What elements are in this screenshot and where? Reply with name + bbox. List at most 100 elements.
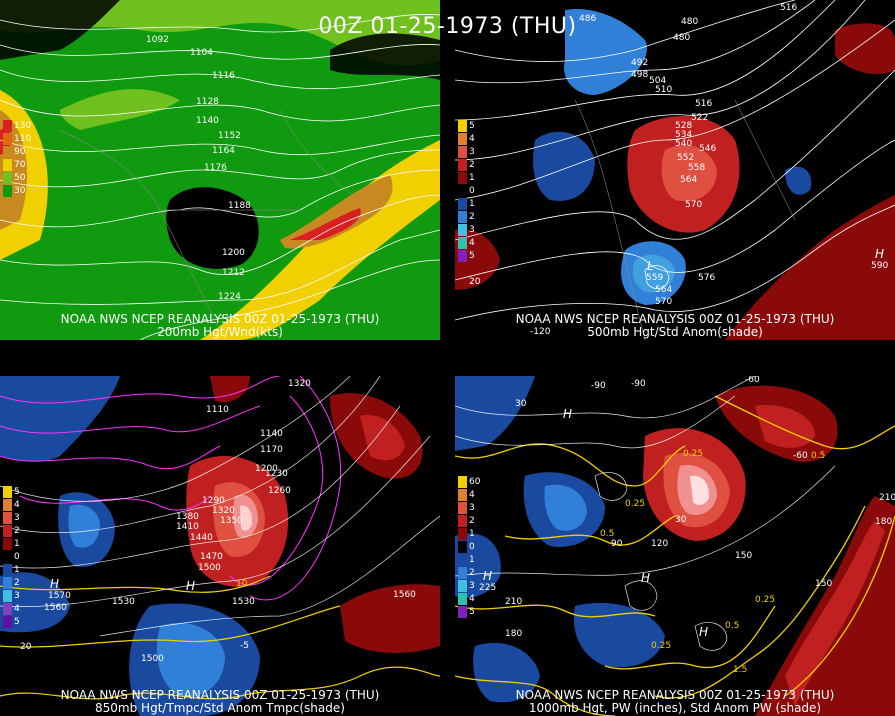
high-pressure-marker: H — [483, 569, 492, 583]
legend-entry: 2 — [458, 206, 492, 223]
legend-swatch — [458, 566, 467, 579]
legend-swatch — [458, 171, 467, 184]
legend-swatch — [458, 145, 467, 158]
contour-label: 1410 — [176, 522, 199, 532]
legend-1000mb: 60 4 3 2 1 0 1 2 3 4 5 — [458, 471, 492, 618]
legend-label: 1 — [469, 172, 475, 183]
legend-label: 3 — [469, 146, 475, 157]
legend-swatch — [3, 589, 12, 602]
pw-label: 0.25 — [683, 449, 703, 459]
legend-entry: 0 — [458, 180, 492, 197]
legend-label: 2 — [14, 525, 20, 536]
legend-label: 4 — [14, 603, 20, 614]
legend-label: 0 — [14, 551, 20, 562]
legend-entry: 5 — [3, 611, 37, 628]
legend-swatch — [458, 488, 467, 501]
legend-label: 4 — [469, 133, 475, 144]
legend-label: 3 — [469, 580, 475, 591]
contour-label: 564 — [655, 285, 672, 295]
legend-entry: 3 — [3, 585, 37, 602]
contour-label: 1140 — [260, 429, 283, 439]
map-850mb: 1110 1140 1170 1200 1230 1260 1290 1320 … — [0, 376, 440, 716]
legend-label: 50 — [14, 172, 26, 183]
legend-label: 110 — [14, 133, 32, 144]
pw-label: 0.5 — [725, 621, 739, 631]
legend-label: 2 — [469, 211, 475, 222]
legend-label: 1 — [14, 564, 20, 575]
legend-label: 0 — [469, 541, 475, 552]
legend-swatch — [458, 223, 467, 236]
legend-label: 4 — [469, 489, 475, 500]
panel-caption-source: NOAA NWS NCEP REANALYSIS 00Z 01-25-1973 … — [60, 312, 380, 326]
contour-label: 510 — [655, 85, 672, 95]
map-500mb: 486 480 480 492 498 504 510 516 522 528 … — [455, 0, 895, 340]
legend-swatch — [458, 132, 467, 145]
legend-label: 5 — [469, 250, 475, 261]
temperature-label: 10 — [236, 579, 248, 589]
legend-entry: 1 — [458, 549, 492, 566]
contour-label: 90 — [611, 539, 623, 549]
legend-entry: 4 — [3, 598, 37, 615]
contour-label: 1560 — [393, 590, 416, 600]
temperature-label: -5 — [240, 641, 249, 651]
legend-label: 30 — [14, 185, 26, 196]
legend-swatch — [3, 537, 12, 550]
contour-label: 522 — [691, 113, 708, 123]
legend-swatch — [3, 524, 12, 537]
low-pressure-marker: L — [647, 259, 654, 273]
contour-label: 1200 — [255, 464, 278, 474]
high-pressure-marker: H — [186, 579, 195, 593]
legend-swatch — [3, 615, 12, 628]
contour-label: 1188 — [228, 201, 251, 211]
map-title: 00Z 01-25-1973 (THU) — [318, 14, 577, 39]
panel-caption-field: 1000mb Hgt, PW (inches), Std Anom PW (sh… — [528, 701, 822, 715]
legend-entry: 5 — [458, 245, 492, 262]
legend-swatch — [458, 579, 467, 592]
contour-label: 492 — [631, 58, 648, 68]
legend-swatch — [3, 498, 12, 511]
contour-label: -60 — [793, 451, 808, 461]
contour-label: 180 — [505, 629, 522, 639]
legend-label: 70 — [14, 159, 26, 170]
legend-label: 2 — [469, 159, 475, 170]
contour-label: 1570 — [48, 591, 71, 601]
contour-label: 1140 — [196, 116, 219, 126]
legend-swatch — [458, 501, 467, 514]
legend-entry: 5 — [3, 481, 37, 498]
contour-label: 210 — [505, 597, 522, 607]
legend-swatch — [3, 171, 12, 184]
contour-label: 1200 — [222, 248, 245, 258]
legend-entry: 1 — [458, 193, 492, 210]
legend-entry: 110 — [3, 128, 37, 145]
contour-label: 480 — [673, 33, 690, 43]
contour-label: 570 — [685, 200, 702, 210]
legend-entry: 5 — [458, 115, 492, 132]
legend-label: 3 — [469, 224, 475, 235]
legend-500mb: 5 4 3 2 1 0 1 2 3 4 5 — [458, 115, 492, 262]
contour-label: 570 — [655, 297, 672, 307]
contour-label: 1530 — [232, 597, 255, 607]
legend-swatch — [458, 592, 467, 605]
legend-entry: 1 — [3, 533, 37, 550]
legend-label: 2 — [469, 567, 475, 578]
legend-label: 2 — [469, 515, 475, 526]
contour-label: -60 — [745, 376, 760, 385]
legend-label: 3 — [14, 590, 20, 601]
contour-label: -90 — [631, 379, 646, 389]
contour-label: 516 — [780, 3, 797, 13]
contour-label: 180 — [875, 517, 892, 527]
legend-label: 1 — [14, 538, 20, 549]
legend-entry: 30 — [3, 180, 37, 197]
pw-label: 0.5 — [600, 529, 614, 539]
legend-swatch — [3, 563, 12, 576]
legend-entry: 3 — [3, 507, 37, 524]
legend-entry: 2 — [458, 562, 492, 579]
contour-label: 1212 — [222, 268, 245, 278]
pw-label: 0.25 — [755, 595, 775, 605]
legend-entry: 4 — [3, 494, 37, 511]
legend-swatch — [458, 527, 467, 540]
legend-entry: 3 — [458, 219, 492, 236]
legend-label: 5 — [14, 616, 20, 627]
legend-entry: 4 — [458, 232, 492, 249]
panel-caption-source: NOAA NWS NCEP REANALYSIS 00Z 01-25-1973 … — [515, 312, 835, 326]
